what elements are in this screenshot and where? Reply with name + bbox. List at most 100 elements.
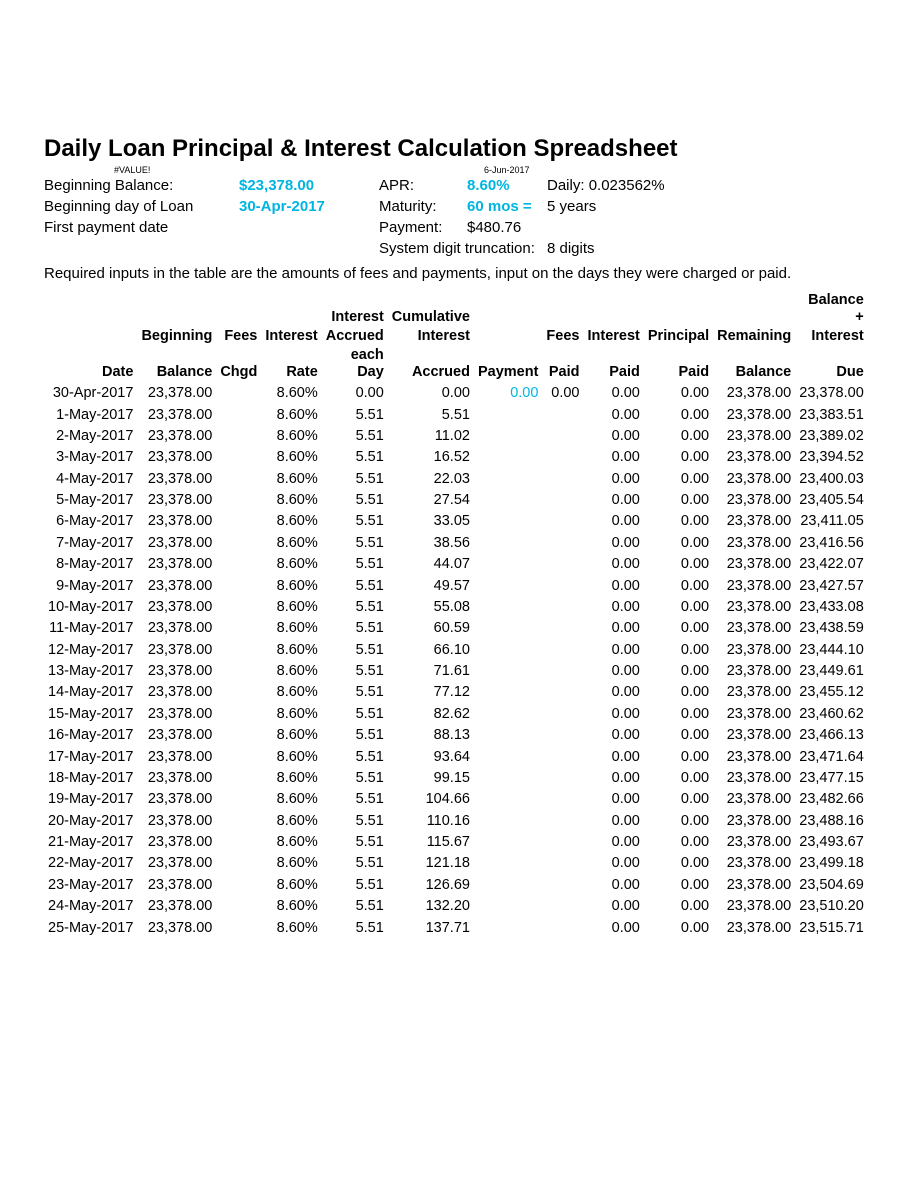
cell[interactable] <box>216 811 261 832</box>
cell: 16.52 <box>388 447 474 468</box>
cell[interactable] <box>216 704 261 725</box>
cell[interactable] <box>216 832 261 853</box>
cell[interactable] <box>216 789 261 810</box>
cell[interactable] <box>474 832 542 853</box>
cell[interactable] <box>216 533 261 554</box>
cell: 5.51 <box>322 426 388 447</box>
cell[interactable] <box>216 682 261 703</box>
cell: 5.51 <box>322 597 388 618</box>
cell[interactable] <box>216 768 261 789</box>
col-header: Date <box>44 347 137 383</box>
apr-value[interactable]: 8.60% <box>467 175 547 196</box>
cell: 23,411.05 <box>795 511 868 532</box>
cell: 16-May-2017 <box>44 725 137 746</box>
col-header: Chgd <box>216 347 261 383</box>
cell: 23,378.00 <box>137 383 216 404</box>
cell: 0.00 <box>583 511 643 532</box>
cell: 5.51 <box>322 661 388 682</box>
cell <box>542 469 583 490</box>
cell[interactable] <box>216 618 261 639</box>
cell[interactable] <box>216 597 261 618</box>
cell <box>542 490 583 511</box>
cell[interactable] <box>474 768 542 789</box>
cell: 0.00 <box>583 404 643 425</box>
cell[interactable] <box>474 896 542 917</box>
beginning-balance-value[interactable]: $23,378.00 <box>239 175 379 196</box>
cell[interactable] <box>216 404 261 425</box>
col-header: Interest <box>261 328 321 347</box>
cell: 99.15 <box>388 768 474 789</box>
cell[interactable] <box>474 469 542 490</box>
cell[interactable] <box>474 575 542 596</box>
cell[interactable] <box>216 640 261 661</box>
cell[interactable] <box>474 725 542 746</box>
cell[interactable] <box>216 896 261 917</box>
cell[interactable] <box>474 917 542 938</box>
cell[interactable] <box>474 511 542 532</box>
cell: 77.12 <box>388 682 474 703</box>
cell[interactable] <box>474 426 542 447</box>
cell[interactable] <box>216 554 261 575</box>
cell[interactable] <box>216 469 261 490</box>
cell: 0.00 <box>583 917 643 938</box>
col-header <box>44 292 137 328</box>
cell[interactable] <box>216 511 261 532</box>
cell[interactable] <box>216 917 261 938</box>
cell[interactable] <box>474 661 542 682</box>
cell: 5-May-2017 <box>44 490 137 511</box>
cell[interactable] <box>216 426 261 447</box>
cell[interactable] <box>216 725 261 746</box>
apr-label: APR: <box>379 175 467 196</box>
cell[interactable] <box>216 875 261 896</box>
cell[interactable] <box>474 640 542 661</box>
cell: 5.51 <box>322 725 388 746</box>
beginning-day-value[interactable]: 30-Apr-2017 <box>239 196 379 217</box>
cell: 0.00 <box>644 853 713 874</box>
cell: 4-May-2017 <box>44 469 137 490</box>
cell[interactable] <box>474 554 542 575</box>
cell: 15-May-2017 <box>44 704 137 725</box>
cell: 23,378.00 <box>713 469 795 490</box>
cell[interactable] <box>474 746 542 767</box>
cell: 23,427.57 <box>795 575 868 596</box>
maturity-value[interactable]: 60 mos = <box>467 196 547 217</box>
cell[interactable] <box>216 661 261 682</box>
cell[interactable] <box>216 746 261 767</box>
cell[interactable] <box>216 490 261 511</box>
cell: 5.51 <box>322 853 388 874</box>
cell[interactable] <box>474 875 542 896</box>
cell: 0.00 <box>644 640 713 661</box>
cell[interactable] <box>216 383 261 404</box>
cell: 0.00 <box>644 490 713 511</box>
cell: 0.00 <box>322 383 388 404</box>
cell[interactable] <box>216 575 261 596</box>
cell[interactable] <box>474 490 542 511</box>
cell[interactable] <box>216 853 261 874</box>
cell: 5.51 <box>322 511 388 532</box>
cell[interactable] <box>474 789 542 810</box>
cell[interactable] <box>216 447 261 468</box>
cell: 23,378.00 <box>713 853 795 874</box>
cell[interactable] <box>474 853 542 874</box>
cell[interactable] <box>474 704 542 725</box>
cell[interactable] <box>474 533 542 554</box>
cell[interactable] <box>474 597 542 618</box>
cell <box>542 426 583 447</box>
cell[interactable]: 0.00 <box>474 383 542 404</box>
cell: 0.00 <box>644 404 713 425</box>
col-header: Paid <box>644 347 713 383</box>
cell: 23,378.00 <box>137 896 216 917</box>
cell: 23,378.00 <box>137 618 216 639</box>
cell[interactable] <box>474 404 542 425</box>
cell[interactable] <box>474 811 542 832</box>
cell[interactable] <box>474 618 542 639</box>
cell[interactable] <box>474 682 542 703</box>
table-row: 24-May-201723,378.008.60%5.51132.200.000… <box>44 896 868 917</box>
cell[interactable] <box>474 447 542 468</box>
cell <box>542 533 583 554</box>
cell: 0.00 <box>644 383 713 404</box>
cell: 115.67 <box>388 832 474 853</box>
cell: 30-Apr-2017 <box>44 383 137 404</box>
cell: 60.59 <box>388 618 474 639</box>
cell: 8.60% <box>261 746 321 767</box>
